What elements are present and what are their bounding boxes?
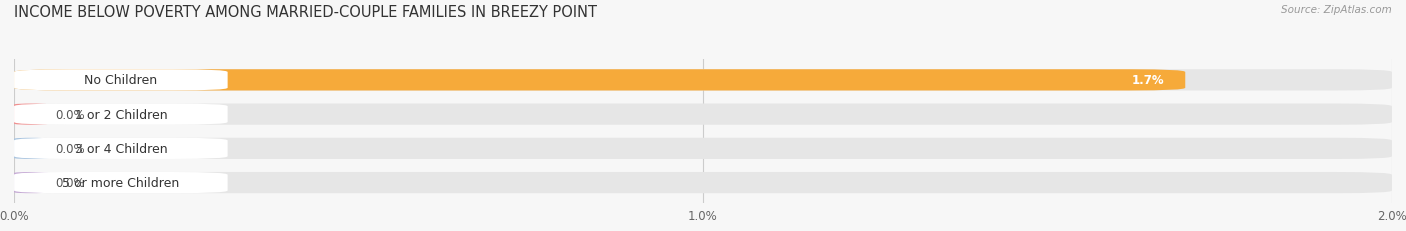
FancyBboxPatch shape: [14, 70, 1185, 91]
FancyBboxPatch shape: [14, 104, 48, 125]
FancyBboxPatch shape: [14, 70, 228, 91]
Text: 3 or 4 Children: 3 or 4 Children: [75, 142, 167, 155]
FancyBboxPatch shape: [14, 70, 1392, 91]
Text: INCOME BELOW POVERTY AMONG MARRIED-COUPLE FAMILIES IN BREEZY POINT: INCOME BELOW POVERTY AMONG MARRIED-COUPL…: [14, 5, 598, 20]
FancyBboxPatch shape: [14, 138, 228, 159]
Text: Source: ZipAtlas.com: Source: ZipAtlas.com: [1281, 5, 1392, 15]
FancyBboxPatch shape: [14, 138, 1392, 159]
FancyBboxPatch shape: [14, 104, 228, 125]
FancyBboxPatch shape: [14, 138, 48, 159]
Text: 5 or more Children: 5 or more Children: [62, 176, 180, 189]
FancyBboxPatch shape: [14, 172, 1392, 193]
Text: No Children: No Children: [84, 74, 157, 87]
FancyBboxPatch shape: [14, 172, 48, 193]
Text: 1 or 2 Children: 1 or 2 Children: [75, 108, 167, 121]
Text: 0.0%: 0.0%: [55, 142, 84, 155]
Text: 0.0%: 0.0%: [55, 108, 84, 121]
Text: 1.7%: 1.7%: [1132, 74, 1164, 87]
FancyBboxPatch shape: [14, 104, 1392, 125]
Text: 0.0%: 0.0%: [55, 176, 84, 189]
FancyBboxPatch shape: [14, 172, 228, 193]
